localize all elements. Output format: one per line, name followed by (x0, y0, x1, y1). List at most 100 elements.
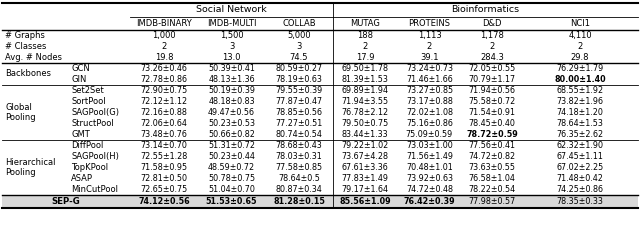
Text: 67.61±3.36: 67.61±3.36 (342, 163, 388, 172)
Text: 50.23±0.44: 50.23±0.44 (208, 152, 255, 161)
Text: Social Network: Social Network (196, 5, 267, 15)
Text: Bioinformatics: Bioinformatics (451, 5, 520, 15)
Text: 71.54±0.91: 71.54±0.91 (468, 108, 515, 117)
Text: ASAP: ASAP (71, 174, 93, 183)
Text: 76.35±2.62: 76.35±2.62 (556, 130, 604, 139)
Text: 79.22±1.02: 79.22±1.02 (341, 141, 388, 150)
Text: # Graphs: # Graphs (5, 31, 45, 40)
Text: 51.31±0.72: 51.31±0.72 (208, 141, 255, 150)
Text: 68.55±1.92: 68.55±1.92 (556, 86, 604, 95)
Text: 73.67±4.28: 73.67±4.28 (342, 152, 388, 161)
Text: 77.87±0.47: 77.87±0.47 (275, 97, 323, 106)
Text: 73.24±0.73: 73.24±0.73 (406, 64, 453, 73)
Text: 72.55±1.28: 72.55±1.28 (140, 152, 188, 161)
Text: 1,113: 1,113 (418, 31, 442, 40)
Text: 72.81±0.50: 72.81±0.50 (141, 174, 188, 183)
Text: 74.12±0.56: 74.12±0.56 (138, 197, 190, 206)
Text: 73.63±0.55: 73.63±0.55 (468, 163, 515, 172)
Text: 73.82±1.96: 73.82±1.96 (557, 97, 604, 106)
Text: TopKPool: TopKPool (71, 163, 108, 172)
Text: 50.23±0.53: 50.23±0.53 (208, 119, 255, 128)
Text: 72.02±1.08: 72.02±1.08 (406, 108, 453, 117)
Text: GCN: GCN (71, 64, 90, 73)
Text: 1,500: 1,500 (220, 31, 243, 40)
Text: 13.0: 13.0 (222, 53, 241, 62)
Text: 77.98±0.57: 77.98±0.57 (468, 197, 516, 206)
Text: 81.39±1.53: 81.39±1.53 (342, 75, 388, 84)
Text: SAGPool(G): SAGPool(G) (71, 108, 119, 117)
Text: 74.18±1.20: 74.18±1.20 (557, 108, 604, 117)
Text: 78.64±0.5: 78.64±0.5 (278, 174, 320, 183)
Text: 81.28±0.15: 81.28±0.15 (273, 197, 325, 206)
Text: 78.64±1.53: 78.64±1.53 (557, 119, 604, 128)
Text: GIN: GIN (71, 75, 86, 84)
Text: 71.46±1.66: 71.46±1.66 (406, 75, 453, 84)
Text: 78.85±0.56: 78.85±0.56 (275, 108, 323, 117)
Text: 188: 188 (357, 31, 373, 40)
Text: 71.56±1.49: 71.56±1.49 (406, 152, 453, 161)
Text: 80.00±1.40: 80.00±1.40 (554, 75, 606, 84)
Text: Avg. # Nodes: Avg. # Nodes (5, 53, 62, 62)
Text: 79.50±0.75: 79.50±0.75 (341, 119, 388, 128)
Text: 67.45±1.11: 67.45±1.11 (557, 152, 604, 161)
Text: 76.42±0.39: 76.42±0.39 (404, 197, 455, 206)
Text: 76.29±1.79: 76.29±1.79 (556, 64, 604, 73)
Text: 74.72±0.82: 74.72±0.82 (468, 152, 516, 161)
Text: 73.17±0.88: 73.17±0.88 (406, 97, 453, 106)
Text: 2: 2 (490, 42, 495, 51)
Text: 1,178: 1,178 (480, 31, 504, 40)
Text: 69.50±1.78: 69.50±1.78 (342, 64, 388, 73)
Text: 76.58±1.04: 76.58±1.04 (468, 174, 515, 183)
Text: 51.53±0.65: 51.53±0.65 (205, 197, 257, 206)
Text: 19.8: 19.8 (155, 53, 173, 62)
Text: GMT: GMT (71, 130, 90, 139)
Text: 48.59±0.72: 48.59±0.72 (208, 163, 255, 172)
Text: 78.68±0.43: 78.68±0.43 (276, 141, 323, 150)
Text: Backbones: Backbones (5, 70, 51, 78)
Text: 4,110: 4,110 (568, 31, 592, 40)
Text: NCI1: NCI1 (570, 19, 590, 28)
Text: 79.55±0.39: 79.55±0.39 (275, 86, 323, 95)
Text: 3: 3 (296, 42, 301, 51)
Text: 67.02±2.25: 67.02±2.25 (556, 163, 604, 172)
Text: 72.16±0.88: 72.16±0.88 (141, 108, 188, 117)
Text: 80.74±0.54: 80.74±0.54 (276, 130, 323, 139)
Text: 284.3: 284.3 (480, 53, 504, 62)
Text: MUTAG: MUTAG (350, 19, 380, 28)
Text: 71.94±3.55: 71.94±3.55 (341, 97, 388, 106)
Text: 78.35±0.33: 78.35±0.33 (557, 197, 604, 206)
Bar (2, 195, 638, 208)
Text: 78.19±0.63: 78.19±0.63 (276, 75, 323, 84)
Text: 80.59±0.27: 80.59±0.27 (275, 64, 323, 73)
Text: 73.27±0.85: 73.27±0.85 (406, 86, 453, 95)
Text: 77.58±0.85: 77.58±0.85 (275, 163, 323, 172)
Text: 78.22±0.54: 78.22±0.54 (468, 185, 516, 194)
Text: 80.87±0.34: 80.87±0.34 (276, 185, 323, 194)
Text: 17.9: 17.9 (356, 53, 374, 62)
Text: 78.72±0.59: 78.72±0.59 (466, 130, 518, 139)
Text: 49.47±0.56: 49.47±0.56 (208, 108, 255, 117)
Text: SEP-G: SEP-G (52, 197, 81, 206)
Text: 3: 3 (229, 42, 234, 51)
Text: 29.8: 29.8 (571, 53, 589, 62)
Text: 72.05±0.55: 72.05±0.55 (468, 64, 516, 73)
Text: 75.09±0.59: 75.09±0.59 (406, 130, 453, 139)
Text: 83.44±1.33: 83.44±1.33 (342, 130, 388, 139)
Text: 1,000: 1,000 (152, 31, 176, 40)
Text: 50.39±0.41: 50.39±0.41 (208, 64, 255, 73)
Text: 70.48±1.01: 70.48±1.01 (406, 163, 453, 172)
Text: 78.03±0.31: 78.03±0.31 (276, 152, 323, 161)
Text: D&D: D&D (483, 19, 502, 28)
Text: COLLAB: COLLAB (282, 19, 316, 28)
Text: Hierarchical
Pooling: Hierarchical Pooling (5, 158, 56, 177)
Text: 79.17±1.64: 79.17±1.64 (342, 185, 388, 194)
Text: 71.94±0.56: 71.94±0.56 (468, 86, 515, 95)
Text: 71.58±0.95: 71.58±0.95 (140, 163, 188, 172)
Text: 74.5: 74.5 (290, 53, 308, 62)
Text: 74.72±0.48: 74.72±0.48 (406, 185, 453, 194)
Text: 85.56±1.09: 85.56±1.09 (339, 197, 391, 206)
Text: 77.56±0.41: 77.56±0.41 (468, 141, 515, 150)
Text: SAGPool(H): SAGPool(H) (71, 152, 119, 161)
Text: 39.1: 39.1 (420, 53, 439, 62)
Text: 50.66±0.82: 50.66±0.82 (208, 130, 255, 139)
